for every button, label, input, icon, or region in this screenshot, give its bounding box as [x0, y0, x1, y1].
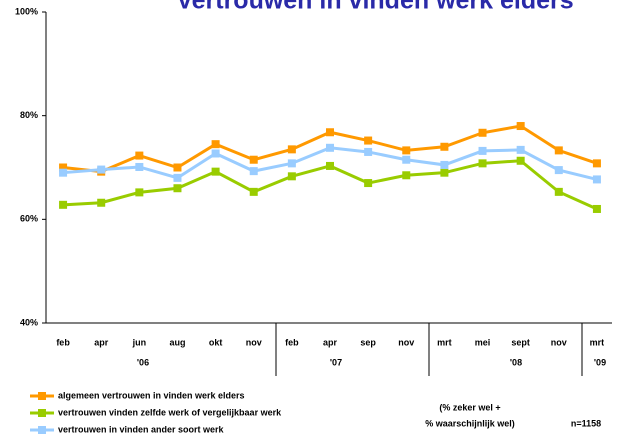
point: [135, 151, 144, 160]
point: [249, 187, 258, 196]
point: [402, 171, 411, 180]
point: [516, 145, 525, 154]
point: [249, 155, 258, 164]
x-tick-label: mrt: [590, 337, 605, 347]
y-tick-label: 80%: [20, 110, 38, 120]
point: [554, 187, 563, 196]
x-tick-label: jun: [132, 337, 147, 347]
point: [364, 147, 373, 156]
point: [173, 184, 182, 193]
point: [478, 128, 487, 137]
legend-label: algemeen vertrouwen in vinden werk elder…: [58, 390, 245, 400]
y-tick-label: 100%: [15, 6, 38, 16]
legend-marker: [38, 392, 46, 400]
year-label: '09: [594, 357, 606, 367]
point: [326, 128, 334, 137]
chart-title: Vertrouwen in vinden werk elders: [176, 0, 573, 15]
sample-size: n=1158: [571, 418, 601, 428]
legend-marker: [38, 426, 46, 434]
point: [211, 167, 220, 176]
x-tick-label: nov: [551, 337, 567, 347]
point: [287, 159, 296, 168]
point: [592, 175, 601, 184]
point: [97, 198, 106, 207]
legend-label: vertrouwen in vinden ander soort werk: [58, 424, 225, 434]
point: [173, 163, 182, 172]
point: [440, 160, 449, 169]
point: [249, 167, 258, 176]
point: [211, 140, 220, 149]
point: [478, 146, 487, 155]
x-tick-label: apr: [94, 337, 109, 347]
point: [478, 159, 487, 168]
point: [402, 155, 411, 164]
point: [326, 161, 334, 170]
note: (% zeker wel +: [439, 402, 500, 412]
point: [287, 145, 296, 154]
point: [440, 142, 449, 151]
x-tick-label: nov: [246, 337, 262, 347]
point: [440, 168, 449, 177]
point: [211, 149, 220, 158]
x-tick-label: apr: [323, 337, 338, 347]
point: [97, 165, 106, 174]
point: [592, 159, 601, 168]
year-label: '06: [137, 357, 149, 367]
point: [173, 173, 182, 182]
point: [516, 156, 525, 165]
year-label: '08: [510, 357, 522, 367]
point: [402, 146, 411, 155]
year-label: '07: [330, 357, 342, 367]
point: [592, 204, 601, 213]
point: [516, 122, 525, 131]
x-tick-label: feb: [56, 337, 70, 347]
point: [364, 179, 373, 188]
y-tick-label: 40%: [20, 317, 38, 327]
legend-marker: [38, 409, 46, 417]
point: [59, 200, 68, 209]
legend-label: vertrouwen vinden zelfde werk of vergeli…: [58, 407, 282, 417]
x-tick-label: nov: [398, 337, 414, 347]
point: [59, 168, 68, 177]
y-tick-label: 60%: [20, 214, 38, 224]
note: % waarschijnlijk wel): [425, 418, 515, 428]
point: [135, 162, 144, 171]
x-tick-label: aug: [169, 337, 185, 347]
point: [554, 166, 563, 175]
point: [554, 146, 563, 155]
x-tick-label: mei: [475, 337, 491, 347]
x-tick-label: sept: [511, 337, 530, 347]
x-tick-label: mrt: [437, 337, 452, 347]
point: [135, 188, 144, 197]
x-tick-label: okt: [209, 337, 223, 347]
x-tick-label: sep: [360, 337, 376, 347]
point: [364, 136, 373, 145]
point: [326, 143, 334, 152]
point: [59, 163, 68, 172]
x-tick-label: feb: [285, 337, 299, 347]
point: [287, 172, 296, 181]
